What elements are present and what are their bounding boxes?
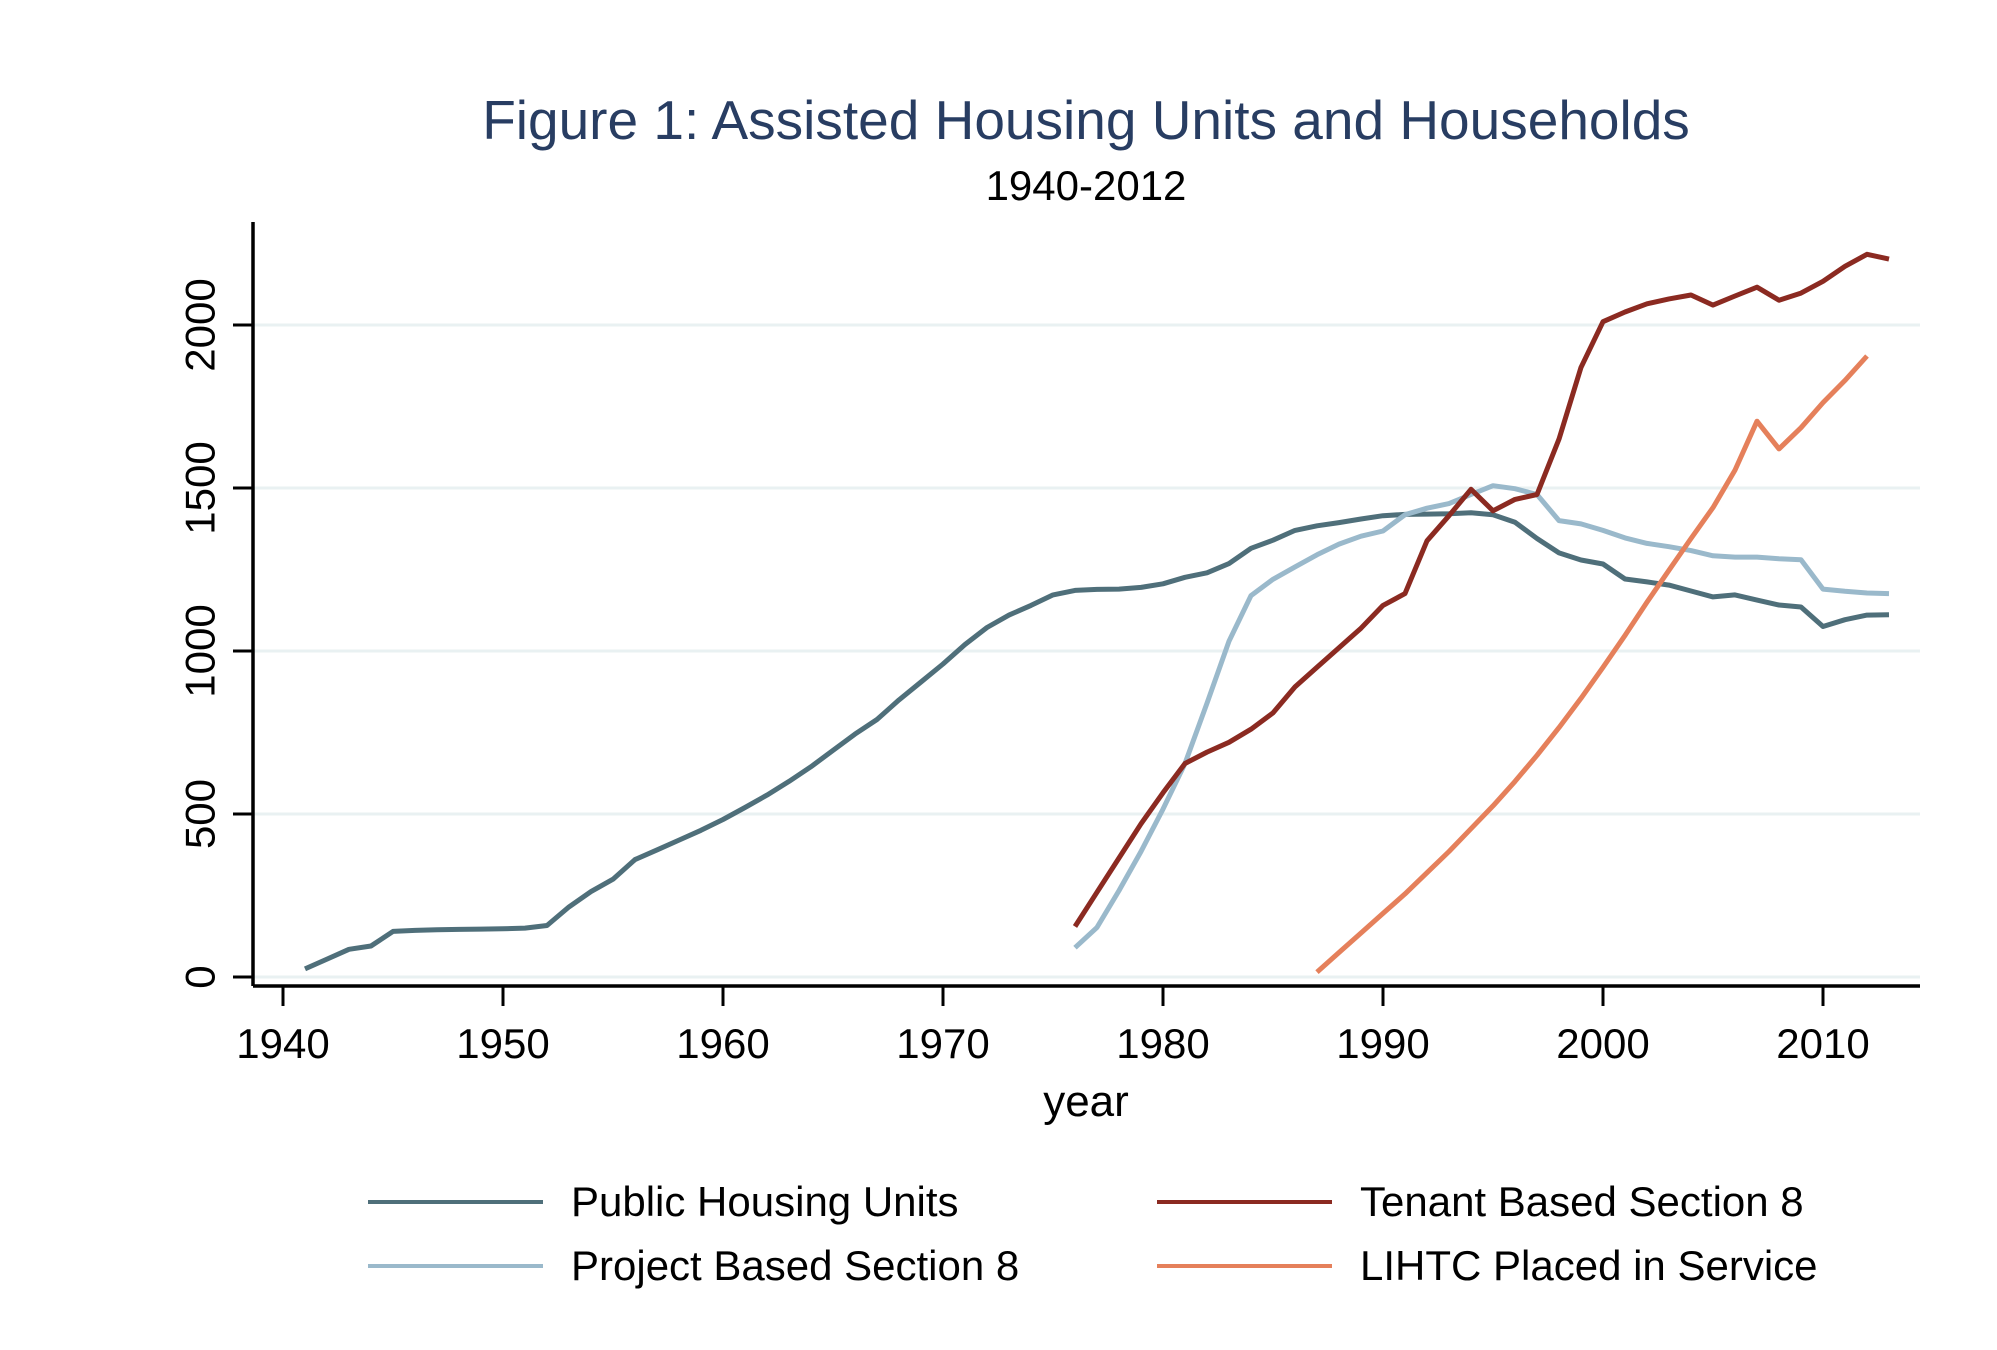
legend-item-project-based-section-8: Project Based Section 8 — [368, 1234, 1157, 1298]
legend-swatch-tenant-based-section-8 — [1157, 1200, 1332, 1204]
chart-legend: Public Housing Units Tenant Based Section… — [368, 1170, 1957, 1298]
chart-title: Figure 1: Assisted Housing Units and Hou… — [482, 89, 1690, 151]
legend-item-public-housing-units: Public Housing Units — [368, 1170, 1157, 1234]
legend-item-lihtc-placed-in-service: LIHTC Placed in Service — [1157, 1234, 1957, 1298]
x-tick-label: 1990 — [1336, 1020, 1429, 1067]
legend-swatch-lihtc-placed-in-service — [1157, 1264, 1332, 1268]
x-tick-label: 1970 — [896, 1020, 989, 1067]
axes — [233, 222, 1920, 1006]
series-line-public-housing-units — [303, 510, 1890, 972]
series-line-project-based-section-8 — [1073, 483, 1890, 950]
legend-label-public-housing-units: Public Housing Units — [571, 1178, 959, 1225]
x-tick-label: 1950 — [456, 1020, 549, 1067]
y-tick-label: 1000 — [177, 604, 224, 697]
y-tick-label: 0 — [177, 965, 224, 988]
legend-swatch-project-based-section-8 — [368, 1264, 543, 1268]
series-line-lihtc-placed-in-service — [1315, 354, 1869, 974]
x-tick-label: 1940 — [236, 1020, 329, 1067]
y-tick-label: 500 — [177, 779, 224, 849]
legend-label-tenant-based-section-8: Tenant Based Section 8 — [1360, 1178, 1804, 1225]
chart-subtitle: 1940-2012 — [985, 162, 1187, 209]
x-tick-label: 1960 — [676, 1020, 769, 1067]
series-lines — [303, 251, 1890, 974]
y-tick-label: 1500 — [177, 441, 224, 534]
x-tick-label: 2010 — [1776, 1020, 1869, 1067]
x-axis-title: year — [1043, 1077, 1129, 1126]
tick-labels: 0 500 1000 1500 2000 1940 1950 1960 1970 1980 1990… — [177, 278, 1870, 1067]
y-tick-label: 2000 — [177, 278, 224, 371]
legend-swatch-public-housing-units — [368, 1200, 543, 1204]
x-tick-label: 2000 — [1556, 1020, 1649, 1067]
legend-item-tenant-based-section-8: Tenant Based Section 8 — [1157, 1170, 1957, 1234]
series-line-tenant-based-section-8 — [1072, 251, 1890, 928]
x-tick-label: 1980 — [1116, 1020, 1209, 1067]
legend-label-project-based-section-8: Project Based Section 8 — [571, 1242, 1020, 1289]
gridlines — [253, 323, 1920, 979]
legend-label-lihtc-placed-in-service: LIHTC Placed in Service — [1360, 1242, 1818, 1289]
